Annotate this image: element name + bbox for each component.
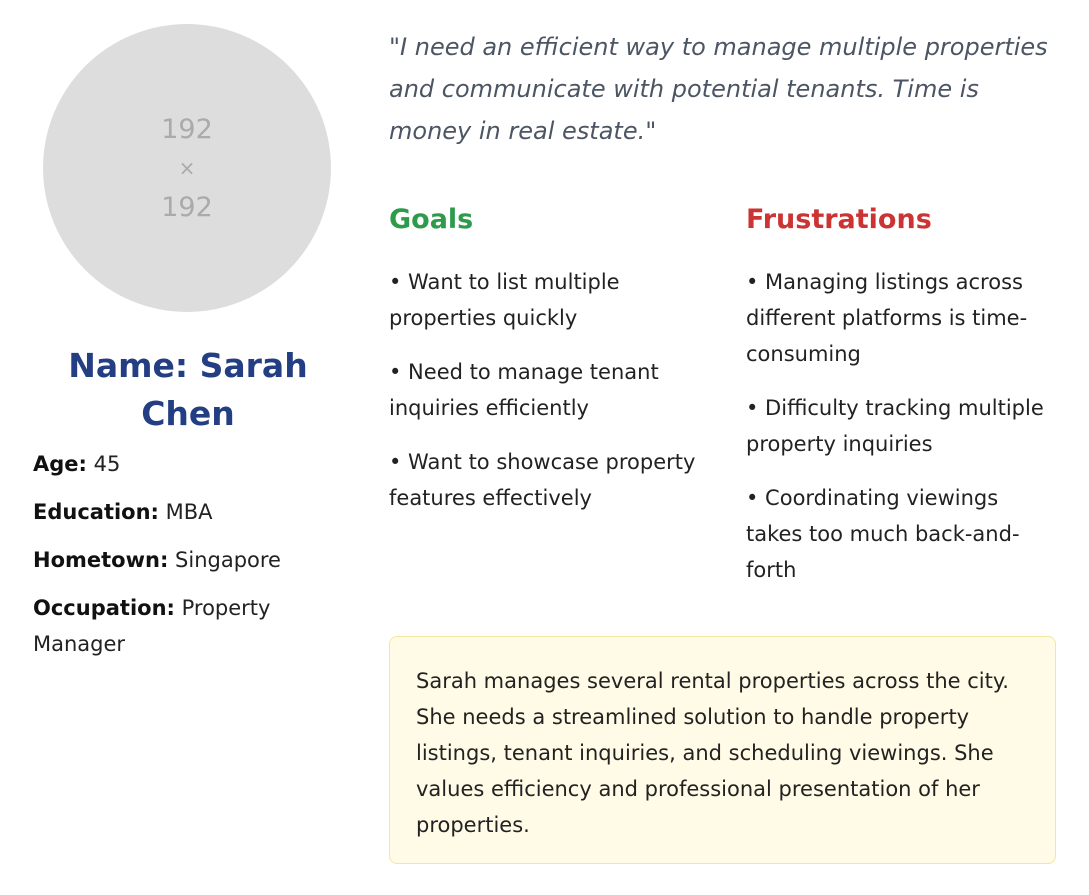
detail-label: Education: <box>33 500 159 524</box>
persona-bio: Sarah manages several rental properties … <box>389 636 1056 864</box>
detail-label: Hometown: <box>33 548 169 572</box>
detail-label: Occupation: <box>33 596 175 620</box>
goals-list: • Want to list multiple properties quick… <box>389 264 699 516</box>
frustrations-heading: Frustrations <box>746 204 932 235</box>
goal-item: • Need to manage tenant inquiries effici… <box>389 360 659 420</box>
detail-age: Age: 45 <box>33 446 283 482</box>
goal-item: • Want to showcase property features eff… <box>389 450 696 510</box>
persona-details: Age: 45 Education: MBA Hometown: Singapo… <box>33 446 283 674</box>
persona-quote: "I need an efficient way to manage multi… <box>389 33 1048 145</box>
frustration-item: • Managing listings across different pla… <box>746 270 1028 366</box>
avatar-height-label: 192 <box>161 191 213 223</box>
persona-name: Name: Sarah Chen <box>68 346 308 433</box>
avatar-times-symbol: × <box>178 155 196 180</box>
avatar-placeholder: 192 × 192 <box>43 24 331 312</box>
goals-section: Goals • Want to list multiple properties… <box>389 200 699 534</box>
goal-item: • Want to list multiple properties quick… <box>389 270 620 330</box>
detail-education: Education: MBA <box>33 494 283 530</box>
detail-label: Age: <box>33 452 87 476</box>
avatar-width-label: 192 <box>161 113 213 145</box>
goals-heading: Goals <box>389 204 474 235</box>
detail-occupation: Occupation: Property Manager <box>33 590 283 662</box>
frustration-item: • Difficulty tracking multiple property … <box>746 396 1044 456</box>
detail-value: 45 <box>93 452 121 476</box>
detail-value: Singapore <box>175 548 281 572</box>
frustrations-list: • Managing listings across different pla… <box>746 264 1056 588</box>
detail-value: Property Manager <box>33 596 271 656</box>
frustration-item: • Coordinating viewings takes too much b… <box>746 486 1020 582</box>
detail-hometown: Hometown: Singapore <box>33 542 283 578</box>
frustrations-section: Frustrations • Managing listings across … <box>746 200 1056 606</box>
detail-value: MBA <box>165 500 213 524</box>
